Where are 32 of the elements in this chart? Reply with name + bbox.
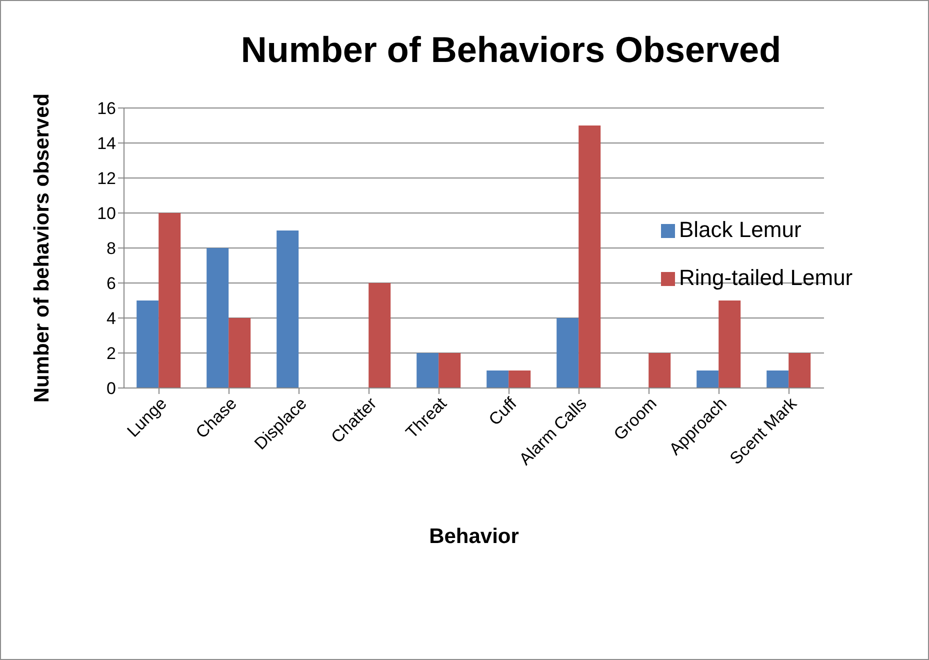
- bar: [788, 353, 811, 388]
- chart-title: Number of Behaviors Observed: [240, 29, 782, 71]
- legend-label: Black Lemur: [679, 217, 802, 242]
- x-tick-label: Cuff: [485, 394, 521, 430]
- y-tick-label: 6: [106, 274, 116, 294]
- y-tick-label: 10: [97, 204, 116, 224]
- bar: [438, 353, 461, 388]
- bar: [228, 318, 251, 388]
- bar: [206, 248, 229, 388]
- legend-label: Ring-tailed Lemur: [679, 265, 853, 290]
- y-tick-label: 0: [106, 379, 116, 398]
- bar: [556, 318, 579, 388]
- y-tick-label: 12: [97, 169, 116, 188]
- y-axis-title: Number of behaviors observed: [30, 93, 54, 403]
- y-tick-label: 14: [97, 134, 116, 154]
- bar: [648, 353, 671, 388]
- bar: [508, 370, 531, 388]
- bar: [766, 370, 789, 388]
- x-axis-title: Behavior: [429, 525, 519, 548]
- y-tick-label: 16: [97, 99, 116, 118]
- y-tick-label: 2: [106, 344, 116, 364]
- y-tick-label: 4: [106, 309, 116, 328]
- bar: [718, 300, 741, 388]
- bar: [276, 230, 299, 388]
- bar: [578, 126, 601, 388]
- bar: [158, 213, 181, 388]
- bar: [136, 300, 159, 388]
- bar: [368, 283, 391, 388]
- bar: [416, 353, 439, 388]
- y-tick-label: 8: [106, 239, 116, 258]
- bar: [486, 370, 509, 388]
- bar: [696, 370, 719, 388]
